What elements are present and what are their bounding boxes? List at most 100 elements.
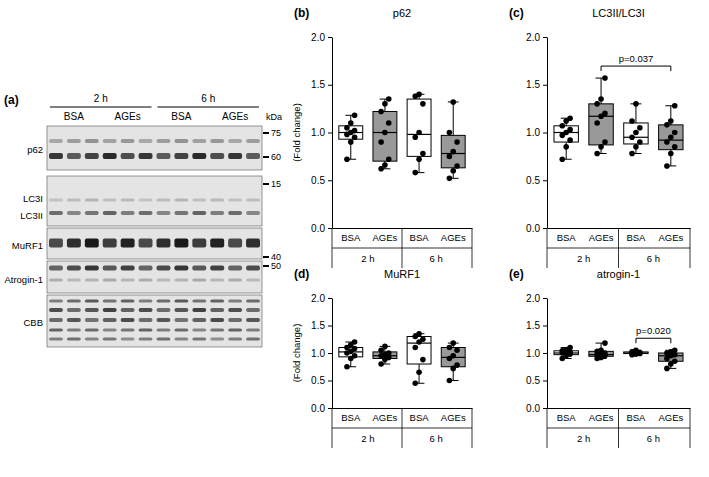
tick-label: 1.5 bbox=[311, 79, 325, 90]
blot-band bbox=[67, 318, 81, 322]
group-divider bbox=[618, 228, 619, 268]
marker-label: 50 bbox=[271, 261, 281, 271]
box bbox=[441, 348, 465, 367]
y-axis-title: (Fold change) bbox=[291, 103, 302, 162]
blot-band bbox=[49, 266, 63, 271]
blot-band bbox=[174, 139, 188, 143]
blot-band bbox=[139, 318, 153, 322]
blot-band bbox=[228, 329, 242, 332]
tick-label: 0.0 bbox=[526, 223, 540, 234]
group-divider bbox=[547, 228, 548, 268]
tick: 1.0 bbox=[311, 348, 332, 359]
blot-band bbox=[174, 329, 188, 332]
tick: BSA bbox=[557, 412, 577, 423]
data-point bbox=[594, 151, 600, 157]
data-point bbox=[559, 123, 565, 129]
tick: 0.5 bbox=[526, 375, 547, 386]
blot-band bbox=[192, 329, 206, 332]
blot-band bbox=[121, 266, 135, 271]
x-axis: BSAAGEsBSAAGEs bbox=[548, 229, 691, 243]
tick: AGEs bbox=[373, 412, 398, 423]
blot-band bbox=[85, 211, 99, 215]
blot-band bbox=[139, 139, 153, 143]
data-point bbox=[420, 151, 426, 157]
tick: BSA bbox=[626, 232, 646, 243]
tick-label: 1.5 bbox=[311, 320, 325, 331]
marker-tick bbox=[263, 183, 269, 185]
tick-mark bbox=[543, 408, 547, 409]
tick-mark bbox=[328, 37, 332, 38]
blot-band bbox=[139, 153, 153, 159]
data-point bbox=[352, 128, 358, 134]
box bbox=[441, 135, 465, 167]
panel-label: (c) bbox=[509, 6, 524, 20]
tick-label: BSA bbox=[557, 412, 577, 423]
row-label: LC3II bbox=[20, 210, 43, 221]
blot-band bbox=[103, 329, 117, 332]
blot-strip bbox=[47, 228, 262, 259]
axis-line bbox=[333, 228, 473, 229]
tick: BSA bbox=[341, 232, 361, 243]
box bbox=[407, 99, 431, 156]
blot-band bbox=[246, 308, 260, 312]
marker-tick bbox=[263, 156, 269, 158]
tick: AGEs bbox=[658, 412, 683, 423]
blot-band bbox=[85, 279, 99, 282]
blot-band bbox=[85, 329, 99, 332]
box bbox=[589, 104, 613, 145]
y-axis: 0.00.51.01.52.0 bbox=[311, 293, 332, 414]
blot-band bbox=[210, 153, 224, 159]
box-chart: (c)LC3II/LC3I0.00.51.01.52.0BSAAGEsBSAAG… bbox=[509, 6, 691, 268]
data-point bbox=[412, 345, 418, 351]
blot-band bbox=[67, 266, 81, 271]
y-axis-title: (Fold change) bbox=[291, 324, 302, 383]
data-point bbox=[348, 139, 354, 145]
blot-band bbox=[103, 338, 117, 341]
row-label: p62 bbox=[27, 144, 43, 155]
blot-band bbox=[210, 211, 224, 215]
tick-label: AGEs bbox=[658, 232, 683, 243]
data-point bbox=[378, 361, 384, 367]
data-point bbox=[352, 113, 358, 119]
blot-band bbox=[228, 266, 242, 271]
blot-band bbox=[121, 329, 135, 332]
blot-band bbox=[85, 139, 99, 143]
blot-band bbox=[246, 266, 260, 271]
data-point bbox=[386, 156, 392, 162]
blot-band bbox=[246, 279, 260, 282]
marker-label: 75 bbox=[271, 128, 281, 138]
blot-band bbox=[192, 266, 206, 271]
tick-label: AGEs bbox=[589, 412, 614, 423]
blot-band bbox=[157, 308, 171, 312]
tick-label: AGEs bbox=[373, 412, 398, 423]
blot-band bbox=[157, 329, 171, 332]
tick-label: AGEs bbox=[658, 412, 683, 423]
tick-mark bbox=[543, 228, 547, 229]
blot-band bbox=[85, 300, 99, 303]
plot-area bbox=[554, 75, 683, 168]
blot-band bbox=[174, 338, 188, 341]
blot-band bbox=[67, 338, 81, 341]
data-point bbox=[447, 378, 453, 384]
marker-label: 60 bbox=[271, 152, 281, 162]
data-point bbox=[416, 331, 422, 337]
data-point bbox=[563, 144, 569, 150]
tick: 0.5 bbox=[311, 375, 332, 386]
y-axis: 0.00.51.01.52.0 bbox=[311, 32, 332, 234]
box-chart: (b)p62(Fold change)0.00.51.01.52.0BSAAGE… bbox=[291, 6, 473, 268]
tick: AGEs bbox=[373, 232, 398, 243]
box-chart: (d)MuRF1(Fold change)0.00.51.01.52.0BSAA… bbox=[291, 267, 473, 448]
tick-label: 2.0 bbox=[526, 293, 540, 304]
data-point bbox=[416, 369, 422, 375]
row-label: Atrogin-1 bbox=[4, 274, 43, 285]
blot-band bbox=[139, 239, 153, 248]
tick-label: BSA bbox=[557, 232, 577, 243]
blot-band bbox=[139, 308, 153, 312]
blot-band bbox=[85, 199, 99, 202]
axis-line bbox=[547, 299, 548, 409]
data-point bbox=[602, 75, 608, 81]
data-point bbox=[344, 125, 350, 131]
data-point bbox=[637, 139, 643, 145]
tick-label: 1.0 bbox=[311, 127, 325, 138]
blot-band bbox=[192, 153, 206, 159]
